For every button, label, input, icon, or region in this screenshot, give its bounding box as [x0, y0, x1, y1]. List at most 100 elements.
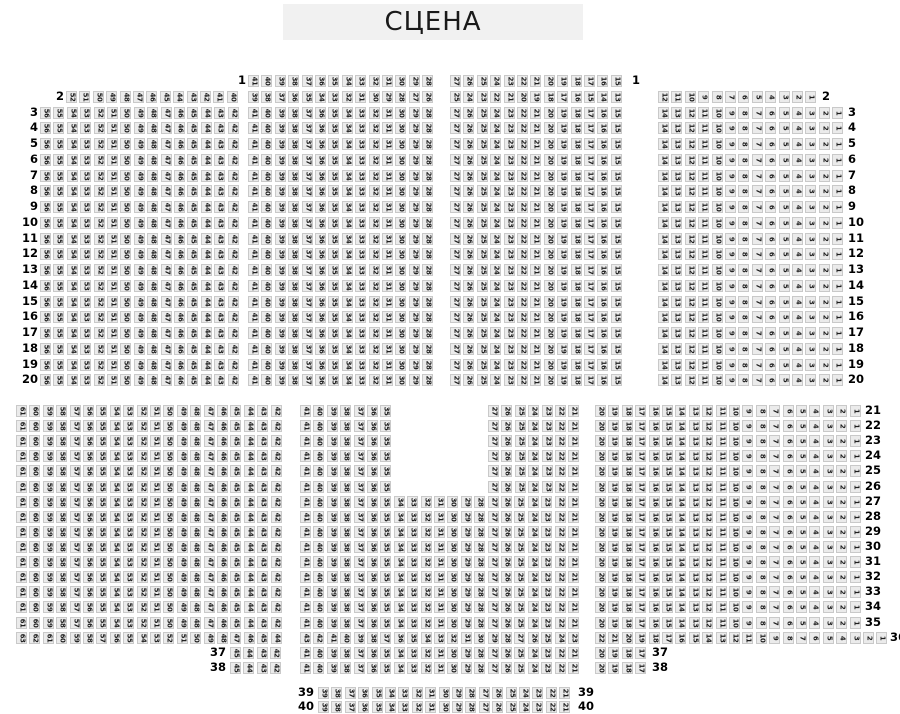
seat[interactable]: 54 [110, 420, 121, 432]
seat[interactable]: 17 [584, 122, 595, 134]
seat[interactable]: 28 [465, 687, 476, 699]
seat[interactable]: 43 [257, 465, 268, 477]
seat[interactable]: 55 [96, 586, 107, 598]
seat[interactable]: 54 [67, 154, 78, 166]
seat[interactable]: 46 [174, 359, 185, 371]
seat[interactable]: 15 [611, 138, 622, 150]
seat[interactable]: 24 [528, 420, 539, 432]
seat[interactable]: 42 [200, 91, 211, 103]
seat[interactable]: 36 [394, 632, 405, 644]
seat[interactable]: 2 [819, 311, 830, 323]
seat[interactable]: 49 [134, 343, 145, 355]
seat[interactable]: 48 [147, 201, 158, 213]
seat[interactable]: 18 [622, 496, 633, 508]
seat[interactable]: 21 [530, 107, 541, 119]
seat[interactable]: 40 [313, 556, 324, 568]
seat[interactable]: 1 [850, 481, 861, 493]
seat[interactable]: 27 [488, 526, 499, 538]
seat[interactable]: 14 [675, 420, 686, 432]
seat[interactable]: 31 [382, 280, 393, 292]
seat[interactable]: 40 [313, 481, 324, 493]
seat[interactable]: 28 [422, 327, 433, 339]
seat[interactable]: 31 [382, 343, 393, 355]
seat[interactable]: 18 [622, 450, 633, 462]
seat[interactable]: 58 [56, 435, 67, 447]
seat[interactable]: 36 [315, 296, 326, 308]
seat[interactable]: 22 [517, 359, 528, 371]
seat[interactable]: 56 [40, 327, 51, 339]
seat[interactable]: 59 [43, 496, 54, 508]
seat[interactable]: 24 [528, 435, 539, 447]
seat[interactable]: 20 [544, 311, 555, 323]
seat[interactable]: 23 [504, 374, 515, 386]
seat[interactable]: 26 [501, 496, 512, 508]
seat[interactable]: 14 [675, 617, 686, 629]
seat[interactable]: 34 [394, 511, 405, 523]
seat[interactable]: 20 [595, 617, 606, 629]
seat[interactable]: 15 [611, 170, 622, 182]
seat[interactable]: 47 [161, 138, 172, 150]
seat[interactable]: 56 [40, 359, 51, 371]
seat[interactable]: 2 [819, 170, 830, 182]
seat[interactable]: 7 [752, 154, 763, 166]
seat[interactable]: 48 [190, 405, 201, 417]
seat[interactable]: 59 [43, 571, 54, 583]
seat[interactable]: 6 [765, 264, 776, 276]
seat[interactable]: 54 [110, 617, 121, 629]
seat[interactable]: 13 [689, 435, 700, 447]
seat[interactable]: 33 [407, 662, 418, 674]
seat[interactable]: 37 [302, 311, 313, 323]
seat[interactable]: 51 [107, 264, 118, 276]
seat[interactable]: 2 [819, 185, 830, 197]
seat[interactable]: 35 [328, 311, 339, 323]
seat[interactable]: 15 [611, 296, 622, 308]
seat[interactable]: 49 [134, 233, 145, 245]
seat[interactable]: 11 [716, 526, 727, 538]
seat[interactable]: 7 [769, 450, 780, 462]
seat[interactable]: 50 [163, 496, 174, 508]
seat[interactable]: 16 [597, 296, 608, 308]
seat[interactable]: 2 [819, 264, 830, 276]
seat[interactable]: 48 [190, 465, 201, 477]
seat[interactable]: 17 [635, 481, 646, 493]
seat[interactable]: 20 [595, 465, 606, 477]
seat[interactable]: 33 [355, 374, 366, 386]
seat[interactable]: 47 [161, 233, 172, 245]
seat[interactable]: 20 [595, 496, 606, 508]
seat[interactable]: 37 [345, 687, 356, 699]
seat[interactable]: 43 [214, 122, 225, 134]
seat[interactable]: 33 [355, 185, 366, 197]
seat[interactable]: 23 [542, 435, 553, 447]
seat[interactable]: 51 [150, 496, 161, 508]
seat[interactable]: 36 [315, 185, 326, 197]
seat[interactable]: 43 [257, 617, 268, 629]
seat[interactable]: 6 [783, 617, 794, 629]
seat[interactable]: 15 [584, 91, 595, 103]
seat[interactable]: 55 [53, 374, 64, 386]
seat[interactable]: 36 [367, 496, 378, 508]
seat[interactable]: 14 [675, 450, 686, 462]
seat[interactable]: 57 [70, 420, 81, 432]
seat[interactable]: 3 [823, 586, 834, 598]
seat[interactable]: 20 [595, 571, 606, 583]
seat[interactable]: 4 [792, 343, 803, 355]
seat[interactable]: 23 [532, 687, 543, 699]
seat[interactable]: 39 [327, 465, 338, 477]
seat[interactable]: 19 [557, 311, 568, 323]
seat[interactable]: 6 [783, 571, 794, 583]
seat[interactable]: 51 [107, 217, 118, 229]
seat[interactable]: 34 [394, 586, 405, 598]
seat[interactable]: 1 [832, 280, 843, 292]
seat[interactable]: 6 [765, 343, 776, 355]
seat[interactable]: 45 [230, 556, 241, 568]
seat[interactable]: 36 [315, 107, 326, 119]
seat[interactable]: 29 [461, 662, 472, 674]
seat[interactable]: 30 [447, 647, 458, 659]
seat[interactable]: 36 [367, 617, 378, 629]
seat[interactable]: 35 [328, 233, 339, 245]
seat[interactable]: 19 [608, 586, 619, 598]
seat[interactable]: 33 [398, 701, 409, 713]
seat[interactable]: 44 [201, 327, 212, 339]
seat[interactable]: 61 [16, 481, 27, 493]
seat[interactable]: 8 [738, 233, 749, 245]
